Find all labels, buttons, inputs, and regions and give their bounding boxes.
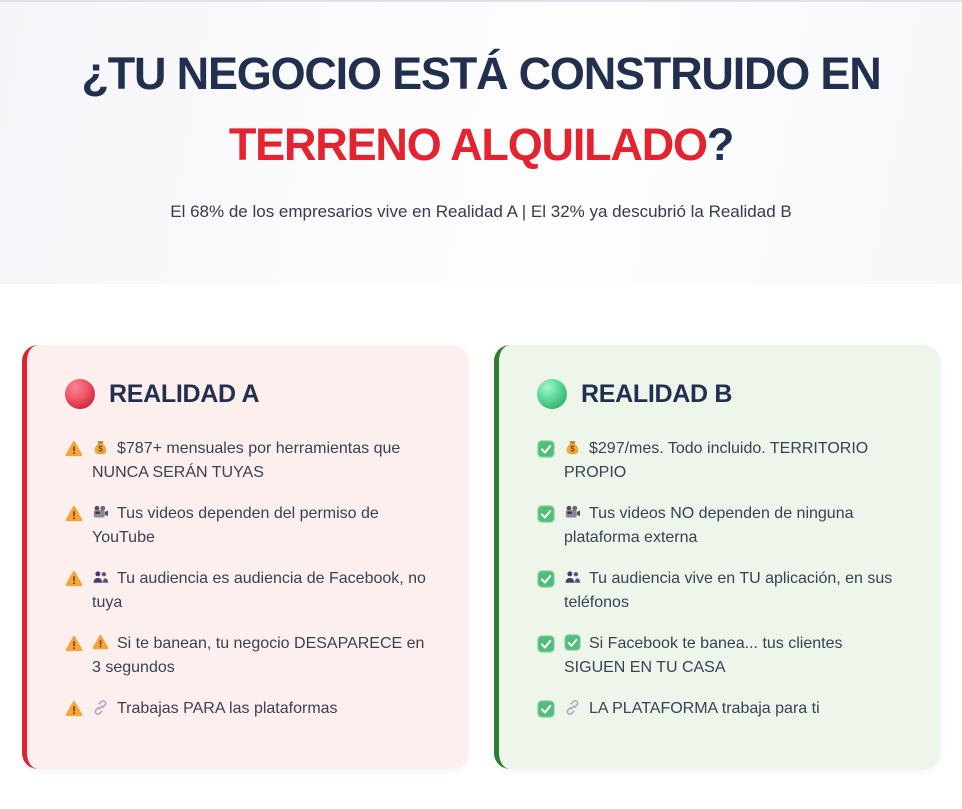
item-content: Tus videos NO dependen de ninguna plataf…	[564, 502, 906, 550]
warning-icon	[65, 505, 83, 523]
people-icon	[564, 569, 581, 586]
video-camera-icon	[564, 504, 581, 521]
card-b-title-row: REALIDAD B	[537, 379, 906, 409]
item-content: $ $297/mes. Todo incluido. TERRITORIO PRO…	[564, 437, 906, 485]
link-icon	[92, 699, 109, 716]
item-content: $ $787+ mensuales por herramientas que NU…	[92, 437, 434, 485]
svg-text:$: $	[570, 445, 575, 454]
page-title: ¿TU NEGOCIO ESTÁ CONSTRUIDO EN TERRENO A…	[0, 38, 962, 180]
warning-icon	[92, 634, 109, 651]
list-item: Si Facebook te banea... tus clientes SIG…	[537, 632, 906, 680]
warning-icon	[65, 570, 83, 588]
check-icon	[537, 440, 555, 458]
warning-icon	[65, 635, 83, 653]
list-item: Tu audiencia es audiencia de Facebook, n…	[65, 567, 434, 615]
title-suffix: ?	[706, 119, 735, 171]
check-icon	[564, 634, 581, 651]
item-text: $297/mes. Todo incluido. TERRITORIO PROP…	[564, 440, 869, 481]
card-a-title: REALIDAD A	[109, 379, 260, 408]
hero-section: ¿TU NEGOCIO ESTÁ CONSTRUIDO EN TERRENO A…	[0, 0, 962, 284]
money-bag-icon: $	[92, 439, 109, 456]
warning-icon	[65, 440, 83, 458]
check-icon	[537, 635, 555, 653]
money-bag-icon: $	[564, 439, 581, 456]
card-realidad-b: REALIDAD B $ $297/mes. Todo incluido. TER…	[494, 345, 940, 769]
card-b-title: REALIDAD B	[581, 379, 733, 408]
card-a-list: $ $787+ mensuales por herramientas que NU…	[65, 437, 434, 721]
list-item: Tu audiencia vive en TU aplicación, en s…	[537, 567, 906, 615]
list-item: $ $297/mes. Todo incluido. TERRITORIO PRO…	[537, 437, 906, 485]
green-circle-icon	[537, 379, 567, 409]
list-item: Tus videos dependen del permiso de YouTu…	[65, 502, 434, 550]
subtitle: El 68% de los empresarios vive en Realid…	[170, 202, 792, 222]
title-highlight: TERRENO ALQUILADO	[228, 119, 708, 171]
svg-text:$: $	[98, 445, 103, 454]
list-item: Si te banean, tu negocio DESAPARECE en 3…	[65, 632, 434, 680]
item-content: Si te banean, tu negocio DESAPARECE en 3…	[92, 632, 434, 680]
item-content: Trabajas PARA las plataformas	[92, 697, 338, 721]
red-circle-icon	[65, 379, 95, 409]
title-line1: ¿TU NEGOCIO ESTÁ CONSTRUIDO EN	[81, 48, 881, 99]
item-text: Tus videos NO dependen de ninguna plataf…	[564, 505, 854, 546]
comparison-section: REALIDAD A $ $787+ mensuales por herramie…	[0, 345, 962, 769]
list-item: $ $787+ mensuales por herramientas que NU…	[65, 437, 434, 485]
item-text: Si te banean, tu negocio DESAPARECE en 3…	[92, 635, 425, 676]
item-text: Tu audiencia es audiencia de Facebook, n…	[92, 570, 426, 611]
item-text: Tu audiencia vive en TU aplicación, en s…	[564, 570, 893, 611]
item-text: Tus videos dependen del permiso de YouTu…	[92, 505, 379, 546]
item-content: Tu audiencia es audiencia de Facebook, n…	[92, 567, 434, 615]
item-text: $787+ mensuales por herramientas que NUN…	[92, 440, 401, 481]
item-text: Trabajas PARA las plataformas	[117, 700, 338, 717]
item-text: LA PLATAFORMA trabaja para ti	[589, 700, 820, 717]
list-item: Tus videos NO dependen de ninguna plataf…	[537, 502, 906, 550]
item-content: Si Facebook te banea... tus clientes SIG…	[564, 632, 906, 680]
item-text: Si Facebook te banea... tus clientes SIG…	[564, 635, 843, 676]
check-icon	[537, 505, 555, 523]
warning-icon	[65, 700, 83, 718]
people-icon	[92, 569, 109, 586]
video-camera-icon	[92, 504, 109, 521]
list-item: LA PLATAFORMA trabaja para ti	[537, 697, 906, 721]
item-content: Tu audiencia vive en TU aplicación, en s…	[564, 567, 906, 615]
card-b-list: $ $297/mes. Todo incluido. TERRITORIO PRO…	[537, 437, 906, 721]
card-realidad-a: REALIDAD A $ $787+ mensuales por herramie…	[22, 345, 468, 769]
item-content: Tus videos dependen del permiso de YouTu…	[92, 502, 434, 550]
card-a-title-row: REALIDAD A	[65, 379, 434, 409]
item-content: LA PLATAFORMA trabaja para ti	[564, 697, 820, 721]
check-icon	[537, 570, 555, 588]
link-icon	[564, 699, 581, 716]
list-item: Trabajas PARA las plataformas	[65, 697, 434, 721]
check-icon	[537, 700, 555, 718]
